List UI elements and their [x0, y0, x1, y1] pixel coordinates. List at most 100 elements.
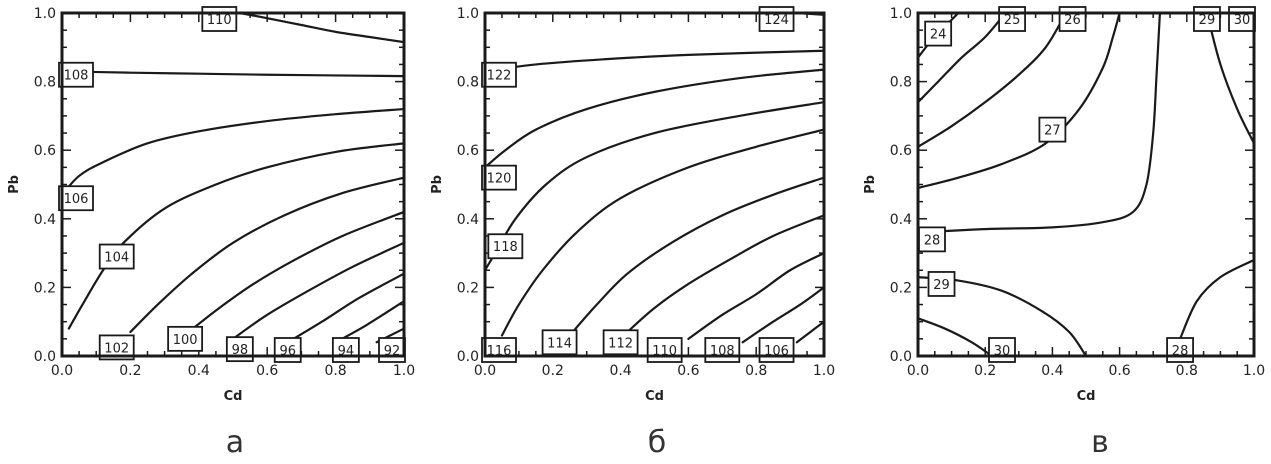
- contour-level-label: 27: [1038, 116, 1067, 143]
- x-tick-label: 0.6: [1108, 363, 1130, 379]
- contour-level-label: 104: [98, 243, 135, 270]
- contour-panel-2: 124 122 120 118 116 114 112 110 108 106 0.0 0.2 0.4 0…: [430, 6, 835, 460]
- contour-line: [238, 13, 404, 44]
- x-tick-label: 1.0: [813, 363, 835, 379]
- y-axis-title: Pb: [430, 175, 445, 194]
- panel-letter: а: [226, 425, 244, 460]
- x-axis-title: Cd: [645, 389, 664, 404]
- contour-line: [795, 320, 824, 344]
- contour-line: [67, 142, 404, 330]
- contour-label-box: [1166, 337, 1194, 363]
- contour-level-label: 106: [758, 337, 795, 363]
- contour-label-box: [481, 61, 517, 88]
- y-tick-label: 0.4: [34, 212, 56, 228]
- contour-level-text: 122: [487, 69, 512, 84]
- y-tick-label: 0.8: [457, 75, 479, 91]
- contour-label-box: [1038, 116, 1067, 143]
- contour-label-box: [602, 329, 639, 356]
- contour-line: [687, 252, 824, 340]
- contour-level-label: 26: [1058, 6, 1087, 32]
- contour-level-text: 28: [924, 233, 941, 248]
- x-tick-label: 0.0: [51, 363, 73, 379]
- contour-level-label: 114: [541, 329, 578, 356]
- contour-level-label: 110: [646, 337, 683, 363]
- contour-level-text: 27: [1044, 124, 1061, 139]
- contour-label-box: [988, 337, 1016, 363]
- contour-level-label: 116: [481, 337, 517, 363]
- contour-line: [129, 176, 404, 334]
- contour-level-text: 124: [764, 13, 789, 28]
- panel-letter: в: [1091, 425, 1109, 460]
- contour-line: [231, 241, 404, 340]
- contour-level-label: 30: [1228, 6, 1256, 32]
- contour-level-label: 25: [998, 6, 1026, 32]
- y-tick-label: 0.6: [457, 143, 479, 159]
- y-tick-label: 0.2: [890, 280, 912, 296]
- contour-line: [1205, 13, 1254, 145]
- contour-level-label: 108: [704, 337, 741, 363]
- y-tick-label: 0.6: [890, 143, 912, 159]
- y-tick-label: 0.4: [890, 212, 912, 228]
- contour-level-text: 26: [1064, 13, 1081, 28]
- contour-level-text: 102: [104, 341, 129, 356]
- contour-level-text: 29: [1199, 13, 1216, 28]
- contour-level-text: 108: [64, 69, 89, 84]
- contour-level-text: 100: [173, 333, 198, 348]
- contour-line: [918, 13, 1067, 148]
- x-tick-label: 0.6: [256, 363, 278, 379]
- contour-level-text: 29: [933, 278, 950, 293]
- contour-line: [286, 272, 404, 344]
- contour-line: [626, 214, 824, 334]
- contour-level-label: 124: [758, 6, 795, 32]
- contour-level-label: 29: [927, 271, 956, 297]
- contour-level-label: 118: [487, 233, 524, 260]
- contour-line: [500, 128, 824, 337]
- y-tick-label: 0.0: [34, 349, 56, 365]
- contour-panel-3: 24 25 26 27 28 29 30 29 30 28 0.0 0.2 0.4 0.6 0.8 1.0 0.…: [863, 6, 1265, 460]
- contour-level-label: 100: [167, 325, 204, 352]
- contour-level-label: 24: [924, 20, 953, 47]
- contour-label-box: [927, 271, 956, 297]
- contour-level-label: 28: [918, 226, 946, 253]
- x-tick-label: 1.0: [1243, 363, 1265, 379]
- x-tick-label: 0.8: [324, 363, 346, 379]
- contour-lines: [918, 13, 1254, 356]
- contour-level-text: 110: [207, 13, 232, 28]
- contour-level-text: 30: [1234, 13, 1251, 28]
- contour-level-text: 112: [608, 336, 633, 351]
- contour-level-label: 110: [201, 6, 238, 32]
- contour-label-box: [98, 243, 135, 270]
- contour-label-box: [201, 6, 238, 32]
- contour-line: [918, 13, 1162, 234]
- contour-label-box: [646, 337, 683, 363]
- contour-level-label: 96: [273, 337, 302, 363]
- contour-level-label: 29: [1193, 6, 1221, 32]
- contour-label-box: [1228, 6, 1256, 32]
- plot-frame: [916, 11, 1256, 358]
- panel-letter: б: [648, 425, 667, 460]
- contour-line: [485, 101, 824, 272]
- x-tick-label: 0.6: [677, 363, 699, 379]
- contour-level-label: 106: [58, 185, 94, 212]
- contour-line: [62, 70, 404, 78]
- contour-panel-1: 110 108 106 104 102 100 98 96 94 92 0.0 0.2 0.4 0.6 0.…: [7, 6, 415, 460]
- y-tick-label: 0.8: [34, 75, 56, 91]
- contour-label-box: [481, 164, 517, 191]
- contour-level-label: 28: [1166, 337, 1194, 363]
- contour-level-text: 106: [64, 192, 89, 207]
- y-tick-label: 0.2: [34, 280, 56, 296]
- contour-label-box: [541, 329, 578, 356]
- plot-frame: [483, 11, 826, 358]
- y-tick-label: 1.0: [457, 6, 479, 22]
- contour-label-box: [758, 6, 795, 32]
- y-axis-title: Pb: [863, 175, 878, 194]
- contour-level-text: 98: [232, 343, 249, 358]
- contour-line: [485, 68, 824, 169]
- contour-label-box: [167, 325, 204, 352]
- contour-level-label: 92: [378, 337, 406, 363]
- contour-label-box: [704, 337, 741, 363]
- contour-lines: [485, 13, 824, 344]
- x-tick-label: 0.2: [542, 363, 564, 379]
- contour-level-label: 112: [602, 329, 639, 356]
- contour-lines: [62, 13, 404, 344]
